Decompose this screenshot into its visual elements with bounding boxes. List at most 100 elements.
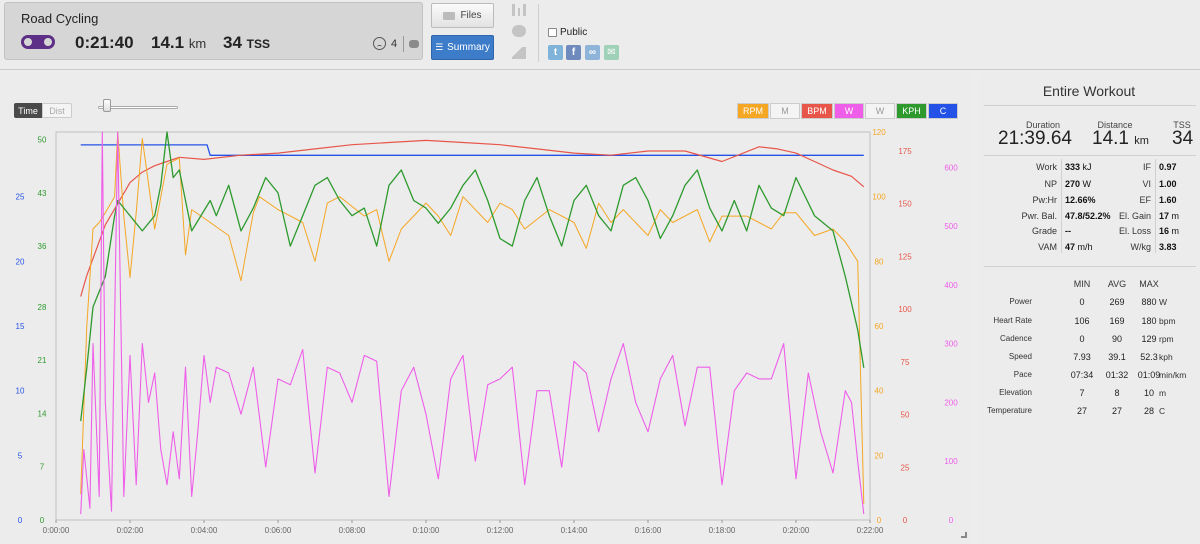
green-axis-tick-label: 28 [38, 303, 47, 312]
magenta-axis-tick-label: 100 [944, 457, 958, 466]
series-toggle-kph[interactable]: KPH [896, 103, 927, 119]
min-header: MIN [1073, 279, 1091, 289]
unit: rpm [1159, 334, 1174, 344]
orange-axis-tick-label: 120 [872, 128, 886, 137]
orange-axis-tick-label: 40 [875, 387, 884, 396]
green-axis-tick-label: 43 [38, 189, 47, 198]
orange-axis-tick-label: 60 [875, 322, 884, 331]
tss-value: 34 [223, 33, 242, 52]
metric-value: 270 W [1065, 179, 1092, 189]
orange-axis-tick-label: 20 [875, 451, 884, 460]
distance-unit: km [188, 36, 207, 51]
unit: bpm [1159, 316, 1176, 326]
green-axis-tick-label: 36 [38, 242, 47, 251]
min-value: 0 [1079, 297, 1085, 307]
min-value: 7.93 [1073, 352, 1091, 362]
workout-summary-panel: Entire Workout Duration 21:39.64 Distanc… [978, 73, 1200, 544]
blue-axis-tick-label: 25 [16, 193, 25, 202]
series-line-kph [80, 131, 865, 422]
min-value: 27 [1076, 406, 1087, 416]
public-label: Public [560, 27, 588, 38]
metric-value: 333 kJ [1065, 162, 1092, 172]
workout-distance: 14.1 km [151, 33, 206, 53]
workout-header: Road Cycling 0:21:40 14.1 km 34 TSS 4 Fi… [0, 0, 1200, 70]
distance-unit: km [1134, 135, 1149, 147]
comment-bubble-icon[interactable] [512, 25, 526, 37]
row-label: Speed [1008, 352, 1032, 361]
summary-button[interactable]: ☰ Summary [431, 35, 494, 60]
x-tick-label: 0:20:00 [783, 526, 810, 535]
row-label: Heart Rate [993, 316, 1032, 325]
metric-label: VAM [1038, 242, 1057, 252]
max-value: 880 [1141, 297, 1157, 307]
files-button[interactable]: Files [431, 3, 494, 28]
link-icon[interactable]: ∞ [585, 45, 600, 60]
metric-label: Pwr. Bal. [1021, 211, 1057, 221]
metric-label: Pw:Hr [1032, 195, 1058, 205]
distance-label: Distance [1097, 120, 1133, 130]
workout-chart-panel: 0:00:00 0:02:00 0:04:00 0:06:00 0:08:00 0:10:… [0, 73, 972, 544]
avg-value: 8 [1114, 388, 1120, 398]
series-toggle-rpm[interactable]: RPM [737, 103, 769, 119]
distance-value: 14.1 [1092, 128, 1129, 149]
road-bike-icon [21, 35, 55, 49]
metric-value: 3.83 [1159, 242, 1177, 252]
files-icon [443, 11, 456, 20]
dist-toggle-button[interactable]: Dist [42, 103, 72, 118]
metric-label: IF [1143, 162, 1151, 172]
avg-value: 39.1 [1108, 352, 1126, 362]
email-icon[interactable]: ✉ [604, 45, 619, 60]
magenta-axis-tick-label: 200 [944, 398, 958, 407]
x-tick-label: 0:06:00 [265, 526, 292, 535]
row-label: Power [1009, 297, 1032, 306]
series-line-rpm [80, 131, 865, 504]
facebook-icon[interactable]: f [566, 45, 581, 60]
red-axis-tick-label: 0 [903, 516, 908, 525]
area-chart-icon[interactable] [512, 47, 526, 59]
max-value: 52.3 [1140, 352, 1158, 362]
magenta-axis-tick-label: 400 [944, 281, 958, 290]
zoom-slider-track[interactable] [98, 106, 178, 109]
bar-chart-icon[interactable] [512, 4, 526, 16]
magenta-axis-tick-label: 0 [949, 516, 954, 525]
x-tick-label: 0:16:00 [635, 526, 662, 535]
series-toggle-power[interactable]: W [834, 103, 864, 119]
x-tick-label: 0:04:00 [191, 526, 218, 535]
metric-value: 0.97 [1159, 162, 1177, 172]
red-axis-tick-label: 75 [901, 358, 910, 367]
blue-axis-tick-label: 5 [18, 451, 23, 460]
row-label: Cadence [999, 334, 1032, 343]
metric-label: VI [1142, 179, 1151, 189]
metric-value: -- [1065, 226, 1071, 236]
series-toggle-m[interactable]: M [770, 103, 800, 119]
zoom-slider-handle[interactable] [103, 99, 111, 112]
blue-axis-tick-label: 10 [16, 387, 25, 396]
x-tick-label: 0:08:00 [339, 526, 366, 535]
red-axis-tick-label: 25 [901, 463, 910, 472]
series-line-bpm [80, 139, 865, 297]
series-toggle-temperature[interactable]: C [928, 103, 958, 119]
summary-label: Summary [447, 42, 490, 53]
time-toggle-button[interactable]: Time [14, 103, 42, 118]
unit: W [1159, 297, 1168, 307]
red-axis-tick-label: 100 [898, 305, 912, 314]
metric-label: El. Gain [1118, 211, 1151, 221]
magenta-axis-tick-label: 600 [944, 163, 958, 172]
green-axis-tick-label: 7 [40, 463, 45, 472]
metric-label: NP [1044, 179, 1057, 189]
divider [984, 266, 1196, 267]
twitter-icon[interactable]: t [548, 45, 563, 60]
max-value: 10 [1143, 388, 1154, 398]
blue-axis-tick-label: 20 [16, 257, 25, 266]
avg-value: 27 [1111, 406, 1122, 416]
comments-icon[interactable] [409, 40, 419, 48]
workout-chart[interactable]: 0:00:00 0:02:00 0:04:00 0:06:00 0:08:00 0:10:… [0, 73, 972, 544]
feeling-face-icon[interactable] [373, 37, 386, 50]
resize-handle-icon[interactable] [961, 532, 967, 538]
row-label: Elevation [999, 388, 1032, 397]
series-toggle-w-balance[interactable]: W [865, 103, 895, 119]
metric-label: EF [1139, 195, 1151, 205]
public-checkbox[interactable] [548, 28, 557, 37]
red-axis-tick-label: 50 [901, 411, 910, 420]
series-toggle-bpm[interactable]: BPM [801, 103, 833, 119]
